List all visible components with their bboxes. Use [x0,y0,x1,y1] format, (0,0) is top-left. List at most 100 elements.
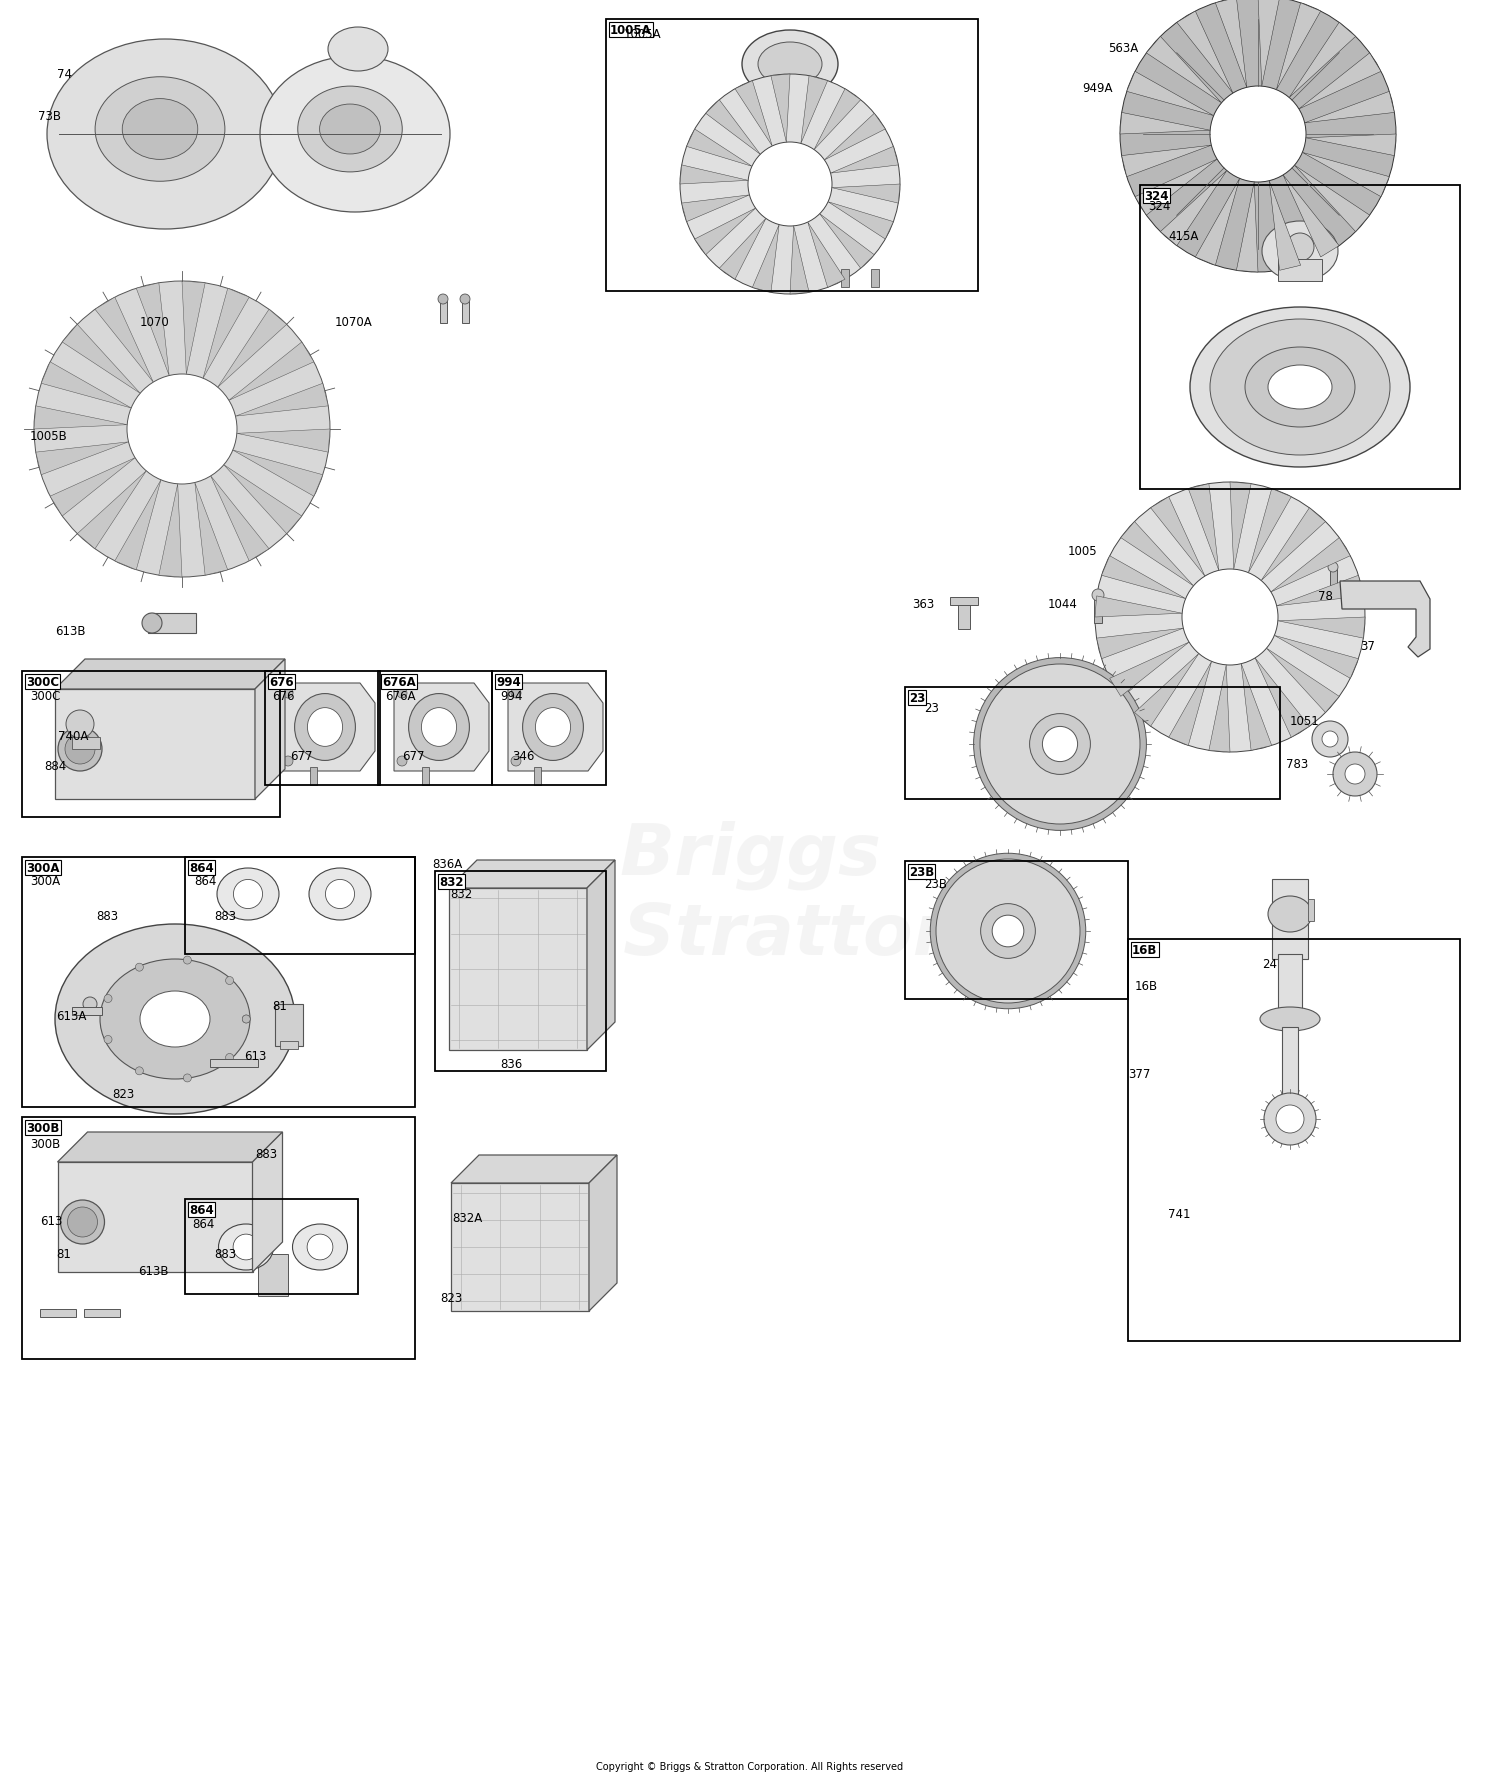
Circle shape [1322,732,1338,748]
Ellipse shape [1262,222,1338,283]
Text: 613: 613 [40,1215,63,1227]
Polygon shape [1209,666,1230,753]
Text: 300A: 300A [30,875,60,887]
Circle shape [183,957,192,964]
Polygon shape [1288,23,1356,98]
Polygon shape [36,442,129,476]
Polygon shape [237,429,330,453]
Polygon shape [590,1156,616,1311]
Text: 783: 783 [1286,757,1308,771]
Circle shape [992,916,1024,948]
Text: 78: 78 [1318,590,1334,603]
Polygon shape [720,220,766,281]
Polygon shape [586,861,615,1050]
Text: Briggs
& Stratton: Briggs & Stratton [536,819,964,970]
Circle shape [104,1036,112,1045]
Polygon shape [790,227,808,295]
Polygon shape [1294,166,1370,233]
Circle shape [1264,1093,1316,1145]
Circle shape [1276,1106,1304,1134]
Polygon shape [280,683,375,771]
Circle shape [60,1200,105,1245]
Circle shape [34,283,330,578]
Circle shape [58,728,102,771]
Text: 81: 81 [272,1000,286,1013]
Circle shape [1346,764,1365,785]
Text: 300A: 300A [26,862,60,875]
Ellipse shape [1268,365,1332,410]
Bar [148,614,196,633]
Polygon shape [1095,596,1182,617]
Text: 741: 741 [1168,1208,1191,1220]
Bar [184,857,416,955]
Polygon shape [1275,637,1359,678]
Polygon shape [1120,113,1210,134]
Polygon shape [705,100,760,156]
Ellipse shape [294,694,356,760]
Polygon shape [1168,662,1212,746]
Text: 346: 346 [512,750,534,762]
Bar [950,598,978,606]
Text: 676A: 676A [382,676,416,689]
Text: 16B: 16B [1136,979,1158,993]
Circle shape [66,710,94,739]
Bar [422,767,429,785]
Bar [440,302,447,324]
Ellipse shape [408,694,470,760]
Text: 1044: 1044 [1048,598,1078,610]
Polygon shape [801,77,828,145]
Circle shape [64,735,94,764]
Polygon shape [1305,93,1395,123]
Ellipse shape [328,29,388,72]
Text: 300C: 300C [30,689,60,703]
Circle shape [1182,569,1278,666]
Polygon shape [735,82,772,147]
Circle shape [1286,234,1314,261]
Circle shape [142,614,162,633]
Polygon shape [210,476,268,562]
Text: 832: 832 [440,875,464,889]
Text: 1005A: 1005A [624,29,662,41]
Text: Copyright © Briggs & Stratton Corporation. All Rights reserved: Copyright © Briggs & Stratton Corporatio… [597,1760,903,1771]
Text: 884: 884 [44,760,66,773]
Bar [1140,186,1460,490]
Text: 300C: 300C [26,676,58,689]
Bar [274,1004,303,1047]
Bar [958,599,970,630]
Text: 676A: 676A [386,689,416,703]
Circle shape [930,853,1086,1009]
Polygon shape [1306,134,1396,156]
Polygon shape [394,683,489,771]
Text: 613B: 613B [138,1265,168,1277]
Text: 16B: 16B [1132,943,1158,957]
Bar [72,737,100,750]
Circle shape [512,689,520,699]
Text: 864: 864 [192,1217,214,1231]
Bar [1330,569,1336,592]
Circle shape [1173,23,1185,36]
Text: 324: 324 [1148,200,1170,213]
Ellipse shape [122,100,198,161]
Polygon shape [448,861,615,889]
Circle shape [1120,0,1396,274]
Text: 994: 994 [500,689,522,703]
Polygon shape [57,1132,282,1163]
Bar [1282,1027,1298,1118]
Text: 300B: 300B [26,1122,60,1134]
Bar [1176,32,1184,52]
Polygon shape [680,166,748,184]
Polygon shape [1215,0,1246,88]
Polygon shape [452,1156,616,1183]
Ellipse shape [1268,896,1312,932]
Bar [1278,955,1302,1014]
Bar [266,671,380,785]
Text: 613A: 613A [56,1009,87,1023]
Polygon shape [255,660,285,800]
Text: 37: 37 [1360,640,1376,653]
Polygon shape [1136,159,1216,216]
Circle shape [1312,721,1348,757]
Circle shape [398,757,406,766]
Bar [22,671,280,818]
Text: 883: 883 [255,1147,278,1161]
Circle shape [1095,483,1365,753]
